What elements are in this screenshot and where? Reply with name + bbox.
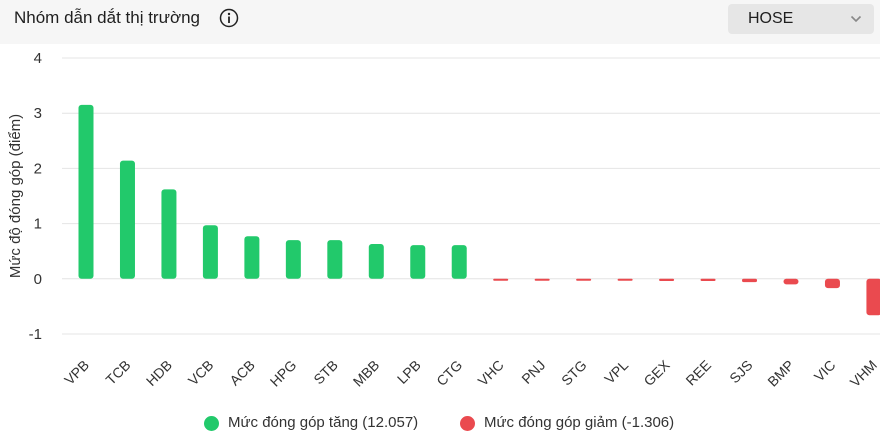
x-tick-label: VPL — [601, 357, 631, 387]
x-axis-ticks: VPB TCB HDB VCB ACB HPG STB MBB LPB CTG VHC PNJ STG V… — [61, 356, 880, 390]
x-tick-label: HPG — [267, 357, 300, 390]
exchange-select-value: HOSE — [748, 10, 794, 27]
bar-ctg[interactable] — [451, 245, 467, 279]
x-tick-label: TCB — [102, 357, 133, 388]
legend-label-up: Mức đóng góp tăng (12.057) — [228, 414, 419, 431]
bar-hpg[interactable] — [285, 240, 301, 279]
x-tick-label: VHM — [847, 357, 880, 390]
bar-vcb[interactable] — [202, 225, 218, 279]
chart-title: Nhóm dẫn dắt thị trường — [14, 8, 201, 27]
x-tick-label: VIC — [811, 357, 839, 385]
grid-lines — [62, 57, 880, 335]
x-tick-label: HDB — [143, 357, 175, 389]
bar-chart: 4 3 2 1 0 -1 Mức độ đóng góp (điểm) VPB TCB HDB… — [7, 50, 880, 390]
bar-mbb[interactable] — [368, 244, 384, 279]
y-tick-label: -1 — [29, 326, 42, 343]
y-axis-label: Mức độ đóng góp (điểm) — [7, 114, 24, 278]
exchange-select[interactable]: HOSE — [728, 4, 874, 34]
legend-label-down: Mức đóng góp giảm (-1.306) — [484, 414, 675, 431]
x-tick-label: STG — [558, 357, 590, 389]
bar-vpb[interactable] — [78, 104, 94, 279]
bar-bmp[interactable] — [783, 278, 799, 285]
bar-vic[interactable] — [824, 278, 840, 289]
y-tick-label: 2 — [34, 160, 42, 177]
legend-dot-up — [204, 416, 219, 431]
x-tick-label: SJS — [726, 357, 755, 386]
bar-stb[interactable] — [327, 240, 343, 279]
bar-vpl[interactable] — [617, 278, 633, 281]
x-tick-label: GEX — [640, 356, 673, 389]
bar-acb[interactable] — [244, 236, 260, 279]
bar-sjs[interactable] — [742, 278, 758, 283]
x-tick-label: CTG — [433, 357, 465, 389]
legend-dot-down — [460, 416, 475, 431]
x-tick-label: LPB — [394, 357, 424, 387]
bar-hdb[interactable] — [161, 189, 177, 279]
y-tick-label: 3 — [34, 105, 42, 122]
bar-pnj[interactable] — [534, 278, 550, 281]
chart-header: Nhóm dẫn dắt thị trường HOSE — [0, 0, 880, 44]
legend: Mức đóng góp tăng (12.057) Mức đóng góp … — [0, 412, 880, 436]
y-tick-label: 4 — [34, 50, 42, 67]
bar-tcb[interactable] — [119, 160, 135, 279]
bar-ree[interactable] — [700, 278, 716, 282]
bar-gex[interactable] — [659, 278, 675, 282]
y-tick-label: 1 — [34, 216, 42, 233]
x-tick-label: VPB — [61, 357, 92, 388]
bar-vhm[interactable] — [866, 278, 880, 316]
x-tick-label: MBB — [350, 357, 383, 390]
x-tick-label: STB — [310, 357, 341, 388]
bar-stg[interactable] — [576, 278, 592, 281]
x-tick-label: ACB — [226, 357, 258, 389]
y-axis-ticks: 4 3 2 1 0 -1 — [29, 50, 42, 343]
x-tick-label: REE — [682, 357, 714, 389]
info-circle-icon[interactable] — [218, 7, 240, 29]
x-tick-label: PNJ — [518, 357, 548, 387]
bar-vhc[interactable] — [493, 278, 509, 281]
x-tick-label: VHC — [475, 357, 507, 389]
y-tick-label: 0 — [34, 271, 42, 288]
x-tick-label: BMP — [764, 357, 797, 390]
chevron-down-icon — [850, 15, 862, 23]
x-tick-label: VCB — [185, 357, 217, 389]
bar-lpb[interactable] — [410, 245, 426, 279]
bars — [78, 104, 880, 316]
